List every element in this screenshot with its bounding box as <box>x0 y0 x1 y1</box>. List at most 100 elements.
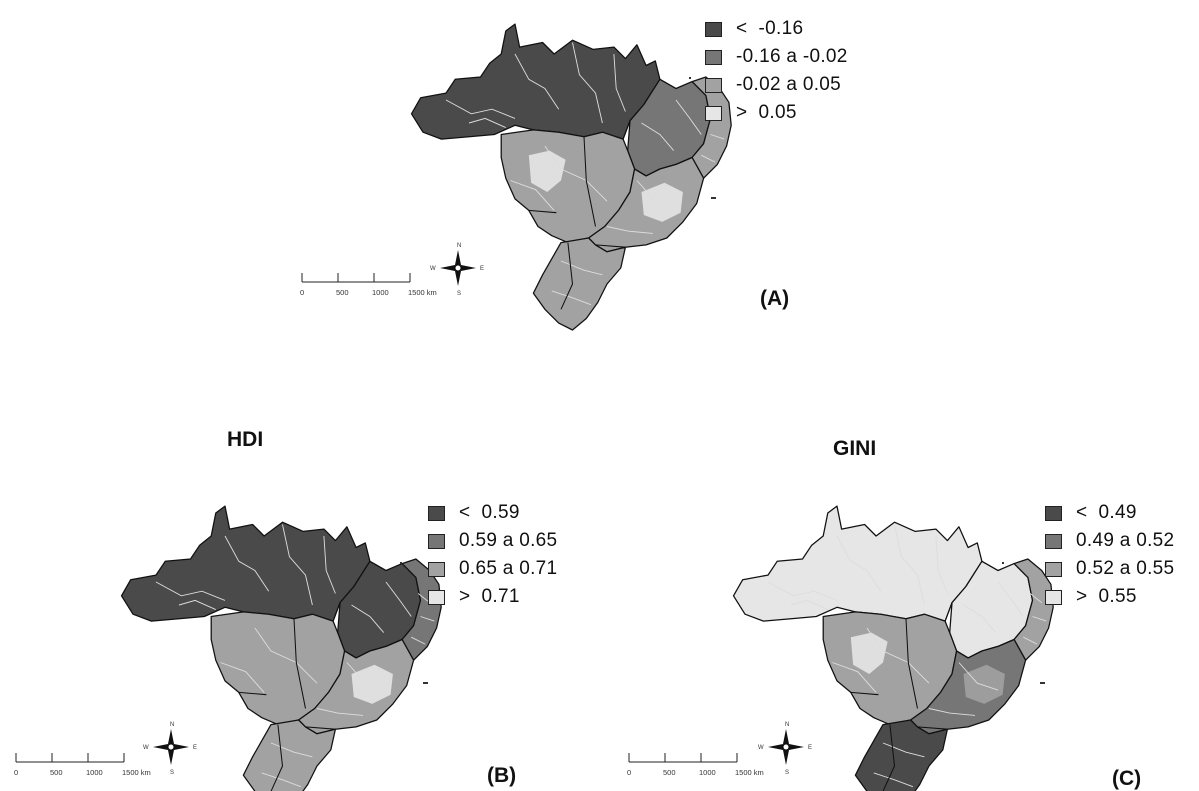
compass-center <box>167 743 175 751</box>
panel-letter-a: (A) <box>760 287 790 310</box>
scale-label: 1500 km <box>408 288 437 297</box>
scale-label: 0 <box>627 768 631 777</box>
compass-arrow <box>455 268 461 286</box>
panel-title-hdi: HDI <box>227 428 264 451</box>
compass-arrow <box>440 265 458 271</box>
compass-icon: N S E W <box>758 722 812 776</box>
state-boundary <box>944 602 953 622</box>
map-dot <box>711 197 716 199</box>
legend-label: -0.16 a -0.02 <box>736 46 848 67</box>
municipality-line <box>261 772 302 788</box>
scale-label: 1000 <box>86 768 103 777</box>
scale-label: 500 <box>50 768 63 777</box>
state-boundary <box>675 157 693 165</box>
compass-letter: N <box>785 722 789 728</box>
panel-letter-b: (B) <box>487 764 517 787</box>
municipality-line <box>385 581 412 617</box>
scale-bar: 0 500 1000 1500 km <box>14 753 151 777</box>
compass-letter: W <box>430 266 436 272</box>
municipality-line <box>572 42 603 124</box>
municipality-line <box>882 742 925 758</box>
region-south <box>242 719 337 791</box>
legend-item: < 0.59 <box>428 499 557 527</box>
state-boundary <box>634 168 647 177</box>
subregion-minas-patch <box>641 182 683 222</box>
municipality-line <box>551 290 592 306</box>
state-boundary <box>905 618 919 709</box>
brazil-map-c: N S E W 0 500 1000 1500 km <box>627 505 1054 791</box>
compass-arrow <box>786 744 804 750</box>
map-dot <box>689 77 691 79</box>
municipality-line <box>710 134 725 140</box>
compass-letter: S <box>785 770 789 776</box>
scale-bar: 0 500 1000 1500 km <box>627 753 764 777</box>
region-south <box>532 237 627 331</box>
brazil-outline <box>120 505 442 791</box>
legend-label: > 0.55 <box>1076 586 1137 607</box>
panel-letter-c: (C) <box>1112 767 1142 790</box>
legend-swatch <box>1045 561 1062 577</box>
legend-swatch <box>1045 589 1062 605</box>
map-dot <box>1002 562 1004 564</box>
compass-letter: N <box>170 722 174 728</box>
map-dot <box>400 562 402 564</box>
scale-label: 0 <box>300 288 304 297</box>
compass-arrow <box>783 747 789 765</box>
state-boundary <box>595 244 626 248</box>
municipality-line <box>411 636 426 645</box>
municipality-line <box>997 581 1024 617</box>
compass-icon: N S E W <box>143 722 197 776</box>
compass-center <box>454 264 462 272</box>
municipality-line <box>155 581 226 601</box>
state-boundary <box>850 691 879 696</box>
compass-letter: S <box>170 770 174 776</box>
municipality-line <box>832 662 877 693</box>
scale-label: 500 <box>663 768 676 777</box>
municipality-line <box>445 99 516 119</box>
compass-letter: E <box>808 745 812 751</box>
legend-item: 0.49 a 0.52 <box>1045 527 1174 555</box>
state-boundary <box>344 650 357 659</box>
state-boundary <box>332 602 341 622</box>
legend-label: > 0.05 <box>736 102 797 123</box>
legend-c: < 0.49 0.49 a 0.52 0.52 a 0.55 > 0.55 <box>1045 499 1174 611</box>
legend-label: -0.02 a 0.05 <box>736 74 842 95</box>
compass-arrow <box>168 729 174 747</box>
municipality-line <box>935 535 948 594</box>
state-boundary <box>659 78 677 89</box>
municipality-line <box>514 53 560 110</box>
brazil-map-b: N S E W 0 500 1000 1500 km <box>14 505 442 791</box>
compass-letter: N <box>457 243 461 249</box>
brazil-outline <box>732 505 1054 791</box>
municipality-line <box>790 599 828 611</box>
compass-arrow <box>455 250 461 268</box>
legend-label: < 0.59 <box>459 502 520 523</box>
state-boundary <box>528 209 557 214</box>
state-boundary <box>369 560 387 571</box>
legend-swatch <box>1045 533 1062 549</box>
scale-label: 500 <box>336 288 349 297</box>
legend-item: > 0.05 <box>705 99 848 127</box>
municipality-line <box>767 581 838 601</box>
region-north <box>732 505 983 622</box>
municipality-line <box>316 708 364 716</box>
legend-b: < 0.59 0.59 a 0.65 0.65 a 0.71 > 0.71 <box>428 499 557 611</box>
municipality-line <box>641 122 675 151</box>
legend-item: > 0.71 <box>428 583 557 611</box>
municipality-line <box>701 154 716 163</box>
municipality-line <box>836 535 882 592</box>
compass-letter: S <box>457 291 461 297</box>
legend-swatch <box>1045 505 1062 521</box>
map-dot <box>1040 682 1045 684</box>
compass-arrow <box>168 747 174 765</box>
state-boundary <box>622 120 631 140</box>
municipality-line <box>636 180 677 209</box>
state-boundary <box>305 726 336 730</box>
region-south <box>854 719 949 791</box>
municipality-line <box>270 742 313 758</box>
compass-arrow <box>458 265 476 271</box>
panel-title-gini: GINI <box>833 437 877 460</box>
state-boundary <box>238 691 267 696</box>
municipality-line <box>220 662 265 693</box>
region-north <box>410 23 661 140</box>
